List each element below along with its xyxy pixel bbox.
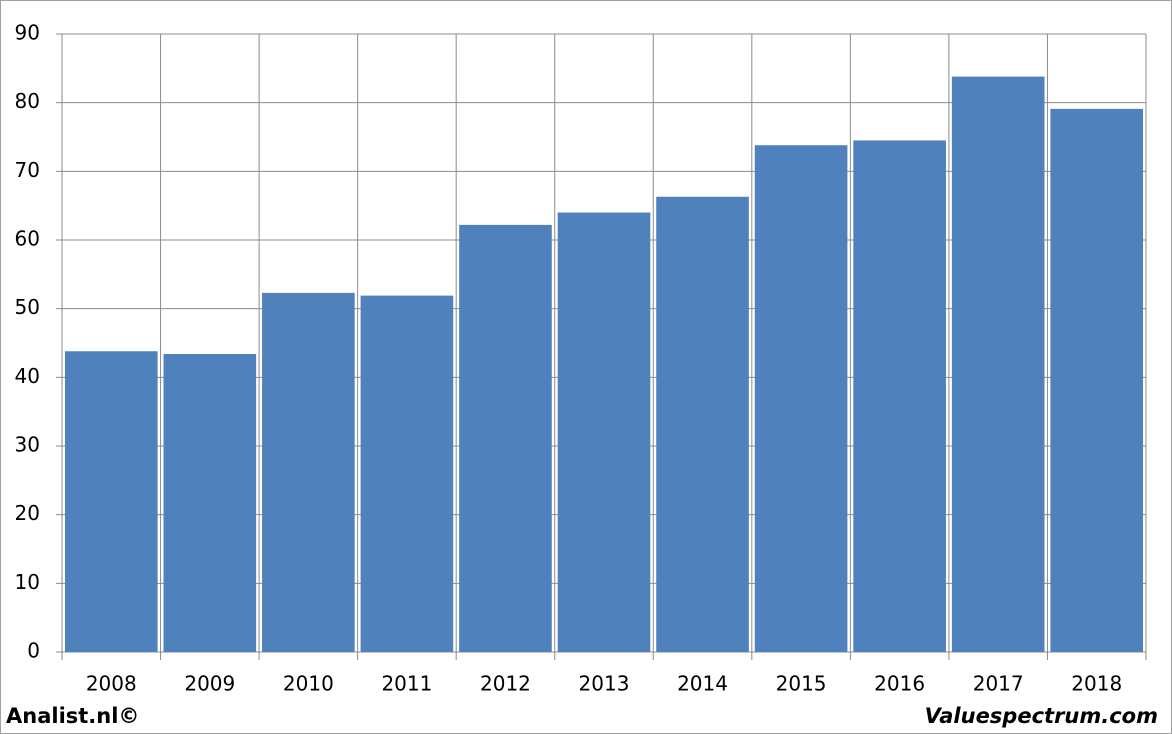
y-tick-label: 60	[15, 227, 40, 251]
x-tick-label: 2016	[874, 672, 925, 696]
bar	[754, 145, 848, 653]
y-tick-label: 20	[15, 501, 40, 525]
x-tick-label: 2009	[184, 672, 235, 696]
x-tick-label: 2011	[381, 672, 432, 696]
x-tick-label: 2013	[579, 672, 630, 696]
source-right: Valuespectrum.com	[925, 704, 1158, 728]
y-tick-label: 70	[15, 158, 40, 182]
bar	[656, 196, 749, 653]
x-tick-label: 2012	[480, 672, 531, 696]
bar	[951, 76, 1045, 652]
y-tick-label: 30	[15, 433, 40, 457]
x-tick-label: 2010	[283, 672, 334, 696]
y-tick-label: 10	[15, 570, 40, 594]
bar	[360, 295, 454, 652]
y-tick-label: 0	[27, 639, 40, 663]
bar	[853, 140, 946, 652]
y-tick-label: 90	[15, 21, 40, 45]
x-tick-label: 2015	[776, 672, 827, 696]
y-tick-label: 50	[15, 295, 40, 319]
x-tick-label: 2017	[973, 672, 1024, 696]
bar	[163, 353, 257, 652]
source-left: Analist.nl©	[6, 704, 139, 728]
x-tick-label: 2018	[1071, 672, 1122, 696]
x-tick-label: 2014	[677, 672, 728, 696]
y-tick-label: 40	[15, 364, 40, 388]
bar	[1050, 108, 1144, 652]
bar	[64, 351, 158, 652]
bar	[262, 292, 355, 652]
y-tick-label: 80	[15, 89, 40, 113]
x-tick-label: 2008	[86, 672, 137, 696]
bar	[459, 224, 552, 653]
bar	[557, 212, 651, 653]
